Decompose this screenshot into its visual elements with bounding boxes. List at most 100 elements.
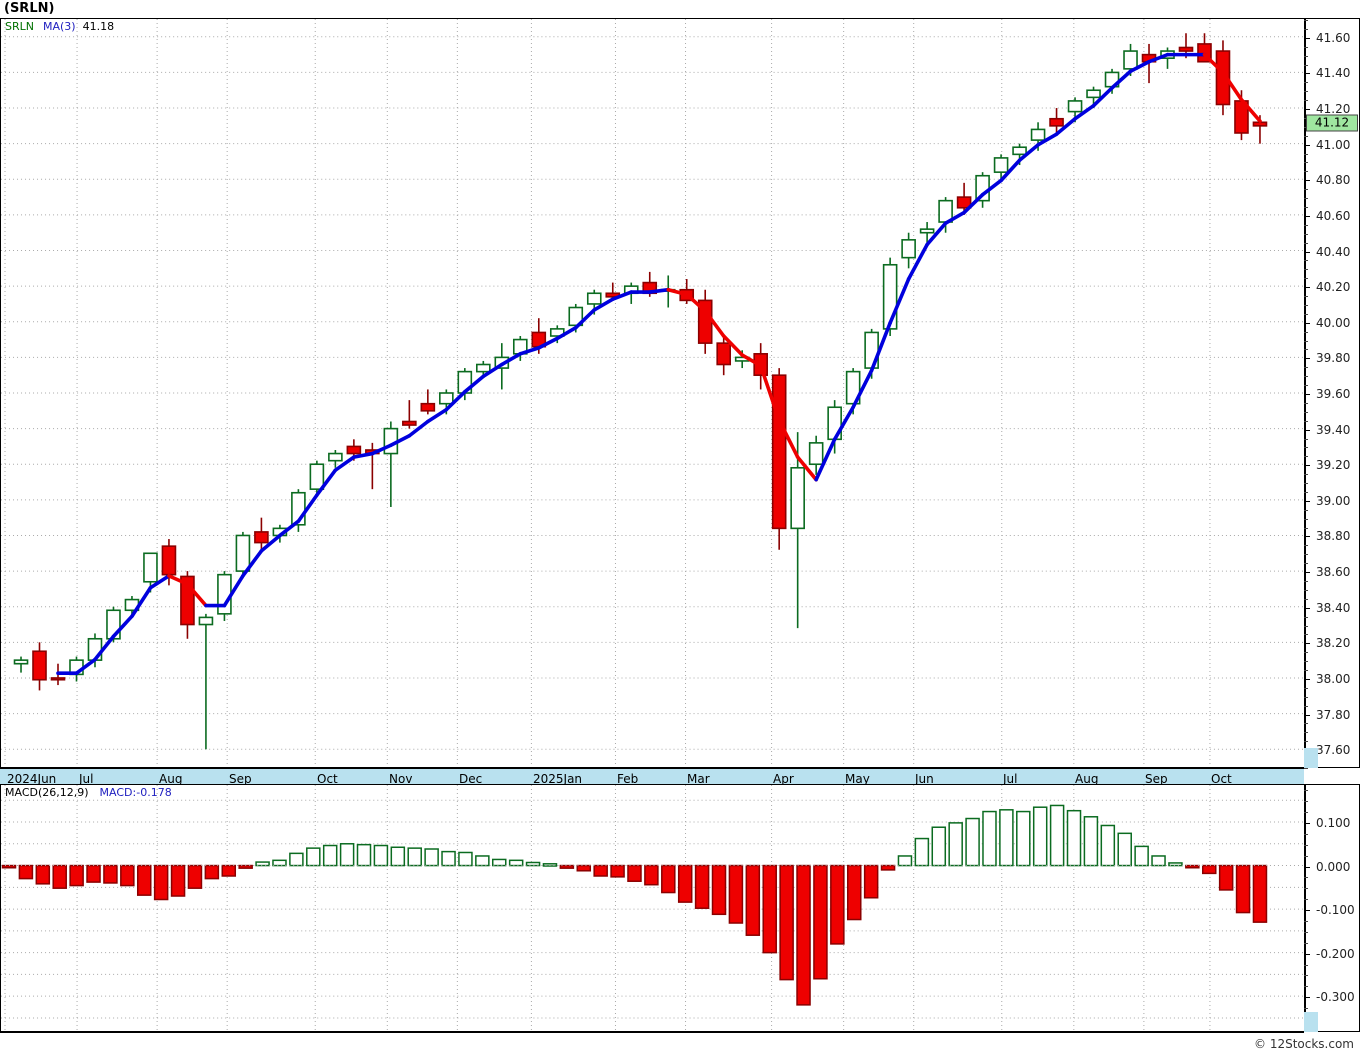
macd-tick-minor: [1304, 975, 1308, 977]
price-tick-minor: [1304, 402, 1308, 404]
price-tick-minor: [1304, 82, 1308, 84]
price-tick-minor: [1304, 162, 1308, 164]
price-tick-major: [1304, 607, 1310, 609]
price-tick-minor: [1304, 563, 1308, 565]
macd-tick-minor: [1304, 1008, 1308, 1010]
price-axis-label: 40.40: [1316, 244, 1351, 259]
date-axis-label: 2025Jan: [533, 772, 583, 786]
legend-ma-value: 41.18: [82, 20, 115, 33]
price-axis-label: 39.60: [1316, 387, 1351, 401]
price-tick-minor: [1304, 153, 1308, 155]
price-tick-minor: [1304, 687, 1308, 689]
price-tick-minor: [1304, 100, 1308, 102]
price-tick-minor: [1304, 616, 1308, 618]
price-axis-spine: [1304, 19, 1306, 767]
price-axis-label: 38.40: [1316, 600, 1351, 615]
price-plot: [1, 19, 1304, 767]
price-tick-major: [1304, 465, 1310, 467]
price-tick-minor: [1304, 581, 1308, 582]
date-axis-label: Sep: [229, 772, 252, 786]
macd-axis-label: -0.300: [1316, 990, 1355, 1005]
price-tick-minor: [1304, 732, 1308, 734]
price-tick-minor: [1304, 545, 1308, 547]
price-axis-label: 39.00: [1316, 493, 1351, 508]
date-axis-label: 2024Jun: [7, 772, 57, 786]
axis-strip-swatch: [1304, 748, 1318, 768]
date-axis-label: Feb: [617, 772, 639, 786]
price-axis-label: 38.20: [1316, 636, 1351, 651]
price-tick-minor: [1304, 491, 1308, 493]
date-axis-label: Jul: [1003, 772, 1018, 786]
macd-axis-label: -0.100: [1316, 903, 1355, 918]
price-tick-major: [1304, 322, 1310, 324]
price-tick-minor: [1304, 207, 1308, 208]
macd-axis-spine: [1304, 785, 1306, 1031]
price-tick-minor: [1304, 670, 1308, 672]
price-tick-major: [1304, 109, 1310, 111]
macd-tick-minor: [1304, 964, 1308, 966]
price-axis-label: 37.60: [1316, 743, 1351, 758]
price-tick-major: [1304, 714, 1310, 716]
price-tick-minor: [1304, 527, 1308, 529]
macd-tick-major: [1304, 866, 1310, 868]
footer: © 12Stocks.com: [0, 1033, 1360, 1056]
price-tick-minor: [1304, 634, 1308, 636]
macd-tick-minor: [1304, 855, 1308, 857]
price-axis-label: 39.40: [1316, 422, 1351, 437]
last-price-tag: 41.12: [1306, 114, 1358, 132]
date-axis-label: Oct: [317, 772, 338, 786]
price-tick-minor: [1304, 554, 1308, 556]
macd-tick-major: [1304, 823, 1310, 824]
price-axis-label: 40.20: [1316, 280, 1351, 295]
price-tick-major: [1304, 429, 1310, 431]
date-axis-label: Nov: [389, 772, 413, 786]
price-tick-minor: [1304, 313, 1308, 315]
price-tick-minor: [1304, 598, 1308, 600]
price-tick-minor: [1304, 91, 1308, 93]
macd-axis: 0.100 0.000 -0.100 -0.200 -0.300: [1304, 784, 1360, 1032]
macd-tick-minor: [1304, 920, 1308, 922]
macd-tick-minor: [1304, 931, 1308, 933]
price-tick-minor: [1304, 331, 1308, 333]
price-tick-minor: [1304, 64, 1308, 66]
price-tick-minor: [1304, 278, 1308, 280]
price-tick-major: [1304, 180, 1310, 182]
price-axis-label: 38.60: [1316, 565, 1351, 580]
price-axis-label: 39.20: [1316, 458, 1351, 473]
date-axis-label: Jul: [79, 772, 94, 786]
macd-plot: [1, 785, 1304, 1031]
price-axis-label: 40.80: [1316, 173, 1351, 188]
price-tick-minor: [1304, 411, 1308, 413]
price-tick-minor: [1304, 224, 1308, 226]
window-title: (SRLN): [4, 1, 55, 16]
macd-chart-panel[interactable]: [0, 784, 1304, 1032]
price-tick-minor: [1304, 438, 1308, 440]
price-axis-label: 41.20: [1316, 102, 1351, 117]
price-tick-minor: [1304, 741, 1308, 743]
price-tick-minor: [1304, 385, 1308, 387]
price-tick-minor: [1304, 340, 1308, 342]
price-tick-minor: [1304, 456, 1308, 458]
price-tick-minor: [1304, 447, 1308, 449]
price-tick-major: [1304, 678, 1310, 680]
price-axis-label: 39.80: [1316, 351, 1351, 366]
price-tick-minor: [1304, 260, 1308, 262]
price-tick-minor: [1304, 705, 1308, 707]
macd-tick-major: [1304, 997, 1310, 999]
price-tick-minor: [1304, 189, 1308, 191]
price-tick-minor: [1304, 768, 1308, 769]
copyright-notice: © 12Stocks.com: [1254, 1037, 1354, 1051]
price-tick-minor: [1304, 723, 1308, 725]
price-axis: 41.60 41.40 41.20 41.00 40.80 40.60 40.40 40.20…: [1304, 18, 1360, 769]
price-tick-minor: [1304, 625, 1308, 627]
price-tick-minor: [1304, 509, 1308, 511]
price-tick-minor: [1304, 296, 1308, 298]
macd-tick-minor: [1304, 801, 1308, 803]
date-axis-label: Mar: [687, 772, 710, 786]
price-axis-label: 40.60: [1316, 208, 1351, 223]
price-tick-major: [1304, 358, 1310, 360]
price-axis-label: 41.00: [1316, 137, 1351, 152]
price-chart-panel[interactable]: [0, 18, 1304, 768]
legend-ma-label: MA(3): [42, 20, 76, 33]
